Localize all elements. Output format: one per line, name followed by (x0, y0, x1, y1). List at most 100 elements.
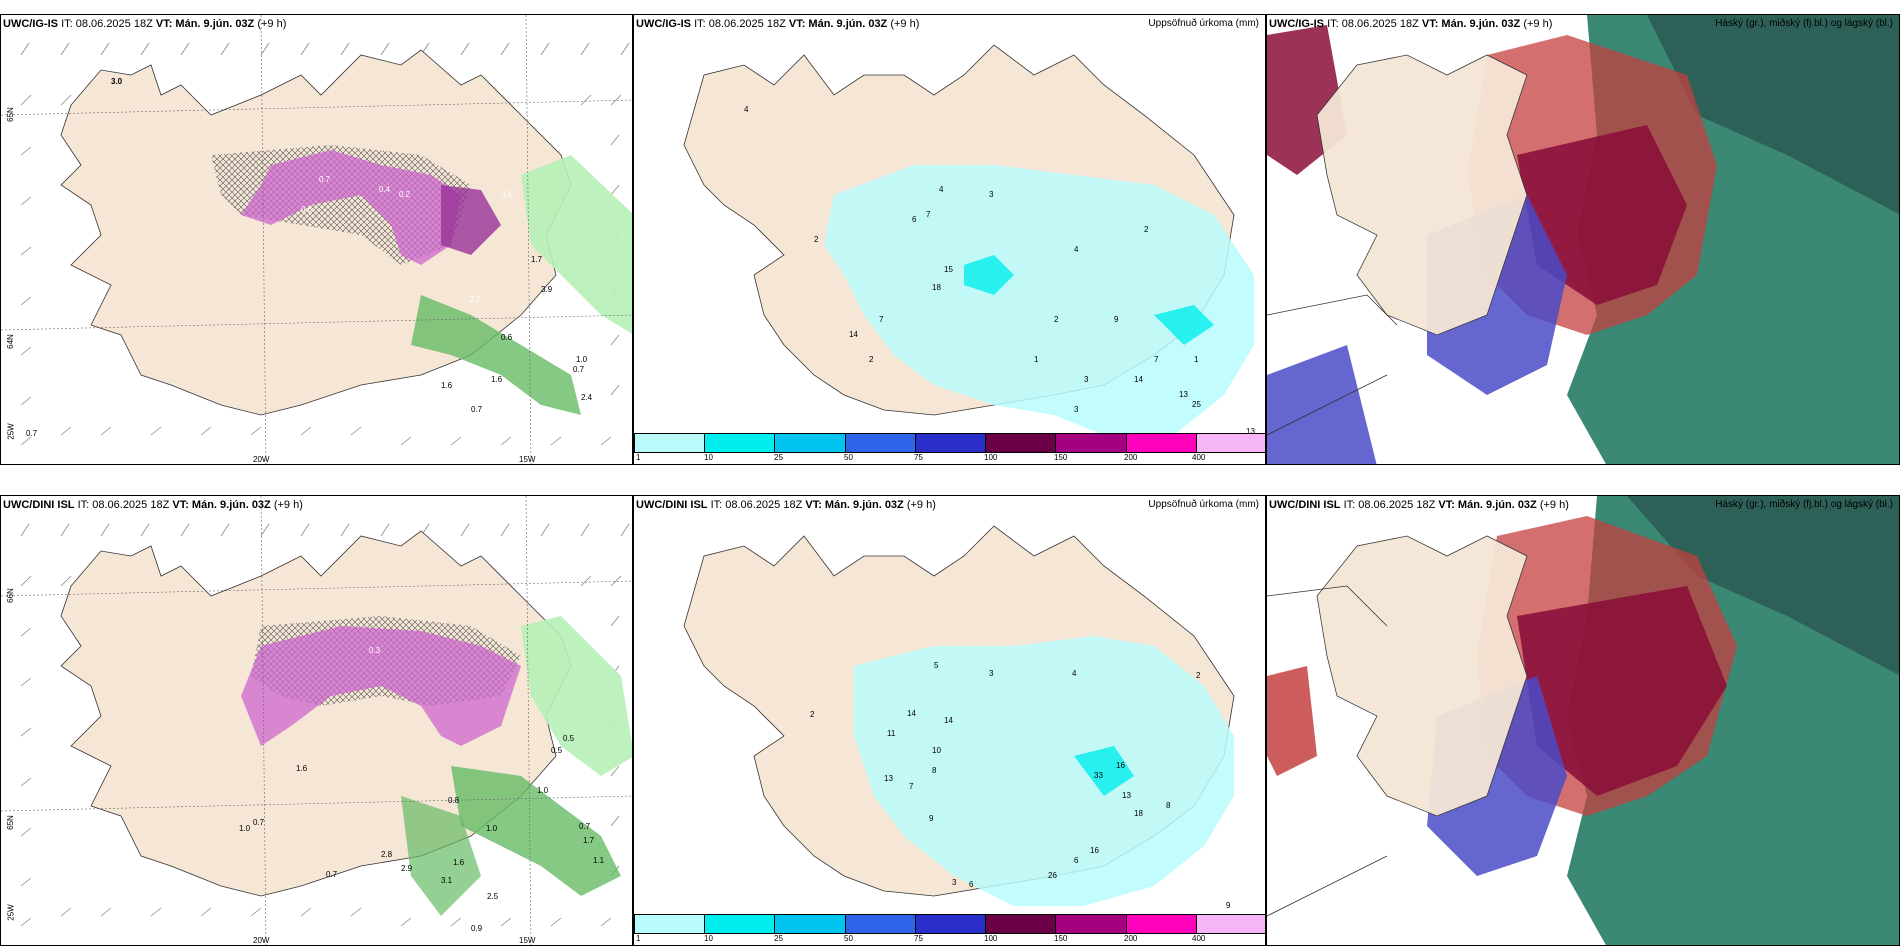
precip-value: 13 (1246, 427, 1255, 436)
precip-colorbar (634, 433, 1265, 453)
precip-value: 3 (989, 190, 994, 199)
valid-label: VT: (155, 18, 173, 30)
value-label: 0.7 (471, 405, 483, 414)
colorbar-tick: 150 (1054, 934, 1068, 943)
precip-value: 9 (1226, 901, 1231, 910)
init-time: IT: 08.06.2025 18Z (694, 18, 786, 30)
colorbar-tick: 75 (914, 934, 923, 943)
precip-value: 1 (1194, 355, 1199, 364)
precip-value: 2 (1054, 315, 1059, 324)
value-label: 1.6 (453, 858, 465, 867)
value-label: 1.7 (531, 255, 543, 264)
value-label: 1.0 (537, 786, 549, 795)
iceland-landmass (1316, 535, 1528, 817)
precip-value: 14 (849, 330, 858, 339)
value-label: 2.4 (581, 393, 593, 402)
precip-value: 2 (814, 235, 819, 244)
precip-value: 4 (939, 185, 944, 194)
colorbar-tick: 400 (1192, 453, 1206, 462)
valid-time: Mán. 9.jún. 03Z (824, 499, 904, 511)
colorbar-swatch (635, 915, 706, 933)
colorbar-tick: 50 (844, 453, 853, 462)
precip-map (683, 44, 1254, 435)
precip-value: 18 (1134, 809, 1143, 818)
colorbar-swatch (775, 434, 846, 452)
lead-time: (+9 h) (1539, 499, 1569, 511)
lon-label: 20W (253, 936, 270, 945)
colorbar-tick: 25 (774, 453, 783, 462)
precip-value: 4 (744, 105, 749, 114)
value-label: 1.7 (583, 836, 595, 845)
valid-time: Mán. 9.jún. 03Z (1457, 499, 1537, 511)
precip-value: 7 (926, 210, 931, 219)
precip-value: 6 (969, 880, 974, 889)
valid-label: VT: (172, 499, 189, 511)
value-label: 2.8 (381, 850, 393, 859)
panel-title: Uppsöfnuð úrkoma (mm) (1148, 18, 1259, 29)
model-name: UWC/DINI ISL (636, 499, 708, 511)
lat-label: 64N (5, 334, 15, 349)
value-label: 3.2 (469, 295, 481, 304)
value-label: 1.0 (239, 824, 251, 833)
precip-value: 14 (944, 716, 953, 725)
value-label: 0.9 (471, 924, 483, 933)
value-label: 0.7 (253, 818, 265, 827)
colorbar-swatch (1196, 915, 1265, 933)
lon-label: 15W (519, 455, 536, 464)
panel-header: UWC/IG-IS IT: 08.06.2025 18Z VT: Mán. 9.… (636, 18, 919, 30)
value-label: 2.5 (487, 892, 499, 901)
precip-colorbar (634, 914, 1265, 934)
precip-value: 33 (1094, 771, 1103, 780)
value-label: 0.4 (379, 185, 391, 194)
precip-map (683, 525, 1235, 906)
value-label: 1.6 (491, 375, 503, 384)
lead-time: (+9 h) (257, 18, 287, 30)
precip-value: 3 (952, 878, 957, 887)
precip-value: 7 (909, 782, 914, 791)
wind-map-panel-bottom: UWC/DINI ISL IT: 08.06.2025 18Z VT: Mán.… (0, 495, 633, 946)
colorbar-swatch (915, 434, 987, 452)
value-label: 0.7 (573, 365, 585, 374)
cloud-map-panel-bottom: UWC/DINI ISL IT: 08.06.2025 18Z VT: Mán.… (1266, 495, 1900, 946)
value-label: 2.9 (401, 864, 413, 873)
valid-label: VT: (805, 499, 822, 511)
value-label: 1.0 (486, 824, 498, 833)
precip-value: 5 (934, 661, 939, 670)
colorbar-tick: 1 (636, 934, 641, 943)
init-time: IT: 08.06.2025 18Z (710, 499, 803, 511)
precip-value: 4 (1074, 245, 1079, 254)
colorbar-tick: 75 (914, 453, 923, 462)
value-label: 0.7 (26, 429, 38, 438)
model-name: UWC/DINI ISL (3, 499, 75, 511)
precip-value: 4 (1072, 669, 1077, 678)
value-label: 0.2 (399, 190, 411, 199)
lat-label: 66N (5, 588, 15, 603)
panel-header: UWC/IG-IS IT: 08.06.2025 18Z VT: Mán. 9.… (3, 18, 286, 30)
panel-title: Háský (gr.), miðský (fj.bl.) og lágský (… (1715, 499, 1893, 510)
precip-map-panel-top: UWC/IG-IS IT: 08.06.2025 18Z VT: Mán. 9.… (633, 14, 1266, 465)
colorbar-tick: 200 (1124, 934, 1138, 943)
lon-label: 20W (253, 455, 270, 464)
value-label: 1.6 (296, 764, 308, 773)
colorbar-tick: 10 (704, 453, 713, 462)
colorbar-swatch (1126, 434, 1197, 452)
panel-header: UWC/DINI ISL IT: 08.06.2025 18Z VT: Mán.… (3, 499, 303, 511)
precip-value: 1 (1034, 355, 1039, 364)
precip-value: 16 (1116, 761, 1125, 770)
value-label: 0.7 (319, 175, 331, 184)
valid-time: Mán. 9.jún. 03Z (191, 499, 271, 511)
precip-value: 13 (1122, 791, 1131, 800)
precip-value: 9 (929, 814, 934, 823)
panel-header: UWC/DINI ISL IT: 08.06.2025 18Z VT: Mán.… (636, 499, 936, 511)
value-label: 3.1 (441, 876, 453, 885)
colorbar-tick: 400 (1192, 934, 1206, 943)
precip-value: 9 (1114, 315, 1119, 324)
precip-area (824, 165, 1254, 435)
precip-value: 8 (1166, 801, 1171, 810)
colorbar-swatch (635, 434, 706, 452)
iceland-landmass (1316, 54, 1528, 336)
lon-label: 25W (6, 904, 16, 921)
colorbar-swatch (705, 915, 776, 933)
valid-label: VT: (788, 18, 806, 30)
value-label: 0.5 (551, 746, 563, 755)
